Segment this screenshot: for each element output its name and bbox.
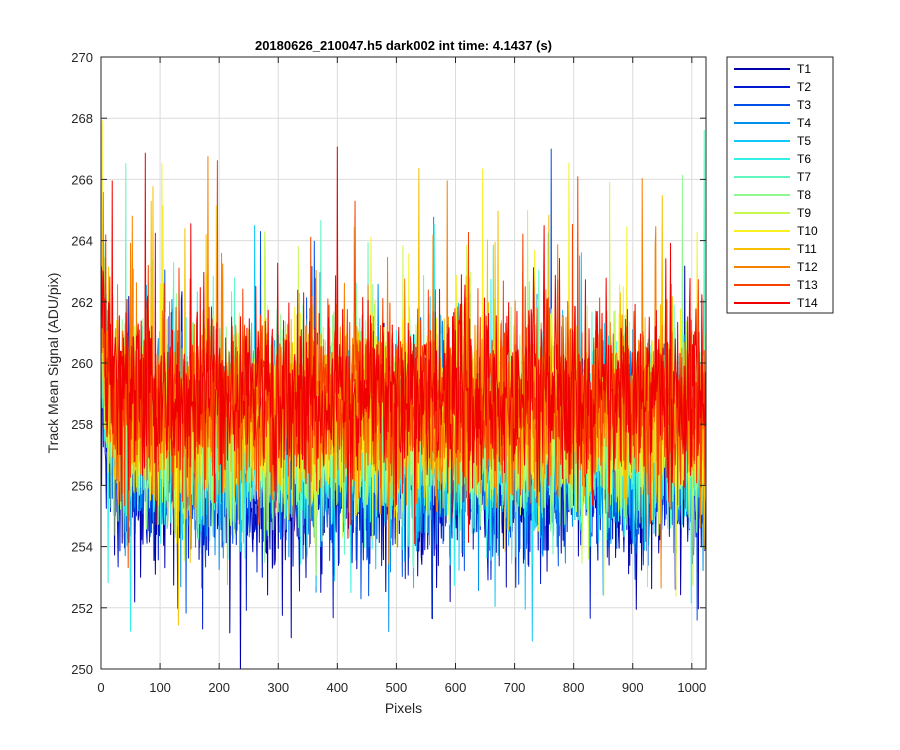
- legend-item-t3: T3: [734, 98, 811, 112]
- legend-label: T10: [797, 224, 818, 238]
- y-tick-label: 254: [71, 540, 93, 555]
- x-tick-labels: 0 100 200 300 400 500 600 700 800 900 1000: [97, 680, 706, 695]
- x-tick-label: 400: [326, 680, 348, 695]
- legend-item-t5: T5: [734, 134, 811, 148]
- y-tick-label: 264: [71, 234, 93, 249]
- x-tick-label: 0: [97, 680, 104, 695]
- legend-item-t2: T2: [734, 80, 811, 94]
- legend-label: T4: [797, 116, 811, 130]
- legend-item-t1: T1: [734, 62, 811, 76]
- legend-label: T13: [797, 278, 818, 292]
- x-tick-label: 600: [445, 680, 467, 695]
- legend-item-t12: T12: [734, 260, 818, 274]
- y-axis-label: Track Mean Signal (ADU/pix): [45, 273, 61, 454]
- legend-label: T9: [797, 206, 811, 220]
- legend-label: T3: [797, 98, 811, 112]
- x-tick-label: 300: [267, 680, 289, 695]
- x-tick-label: 1000: [677, 680, 706, 695]
- legend-item-t14: T14: [734, 296, 818, 310]
- legend-label: T12: [797, 260, 818, 274]
- chart-title: 20180626_210047.h5 dark002 int time: 4.1…: [255, 38, 552, 53]
- legend-item-t9: T9: [734, 206, 811, 220]
- legend-item-t10: T10: [734, 224, 818, 238]
- y-tick-label: 266: [71, 172, 93, 187]
- legend-item-t4: T4: [734, 116, 811, 130]
- legend-label: T8: [797, 188, 811, 202]
- legend-label: T1: [797, 62, 811, 76]
- series-line-t14: [101, 146, 706, 544]
- legend-label: T6: [797, 152, 811, 166]
- x-axis-label: Pixels: [385, 700, 422, 716]
- legend-item-t7: T7: [734, 170, 811, 184]
- legend-box: [726, 56, 834, 314]
- legend-label: T7: [797, 170, 811, 184]
- y-tick-label: 258: [71, 417, 93, 432]
- legend-label: T14: [797, 296, 818, 310]
- legend: T1 T2 T3 T4 T5 T6 T7 T8 T9 T10 T11 T12 T13 T14: [726, 56, 834, 314]
- y-tick-label: 252: [71, 601, 93, 616]
- legend-item-t13: T13: [734, 278, 818, 292]
- legend-label: T11: [797, 242, 817, 256]
- y-tick-label: 262: [71, 295, 93, 310]
- x-tick-label: 100: [149, 680, 171, 695]
- x-tick-label: 900: [622, 680, 644, 695]
- x-tick-label: 800: [563, 680, 585, 695]
- legend-item-t6: T6: [734, 152, 811, 166]
- series-layer: [101, 120, 706, 669]
- y-tick-label: 268: [71, 111, 93, 126]
- y-tick-label: 260: [71, 356, 93, 371]
- x-tick-label: 200: [208, 680, 230, 695]
- y-tick-label: 250: [71, 662, 93, 677]
- ticks: [100, 56, 706, 670]
- legend-item-t8: T8: [734, 188, 811, 202]
- legend-label: T2: [797, 80, 811, 94]
- y-tick-label: 256: [71, 478, 93, 493]
- x-tick-label: 500: [386, 680, 408, 695]
- x-tick-label: 700: [504, 680, 526, 695]
- legend-label: T5: [797, 134, 811, 148]
- y-tick-label: 270: [71, 50, 93, 65]
- legend-item-t11: T11: [734, 242, 817, 256]
- y-tick-labels: 250 252 254 256 258 260 262 264 266 268 270: [71, 50, 93, 677]
